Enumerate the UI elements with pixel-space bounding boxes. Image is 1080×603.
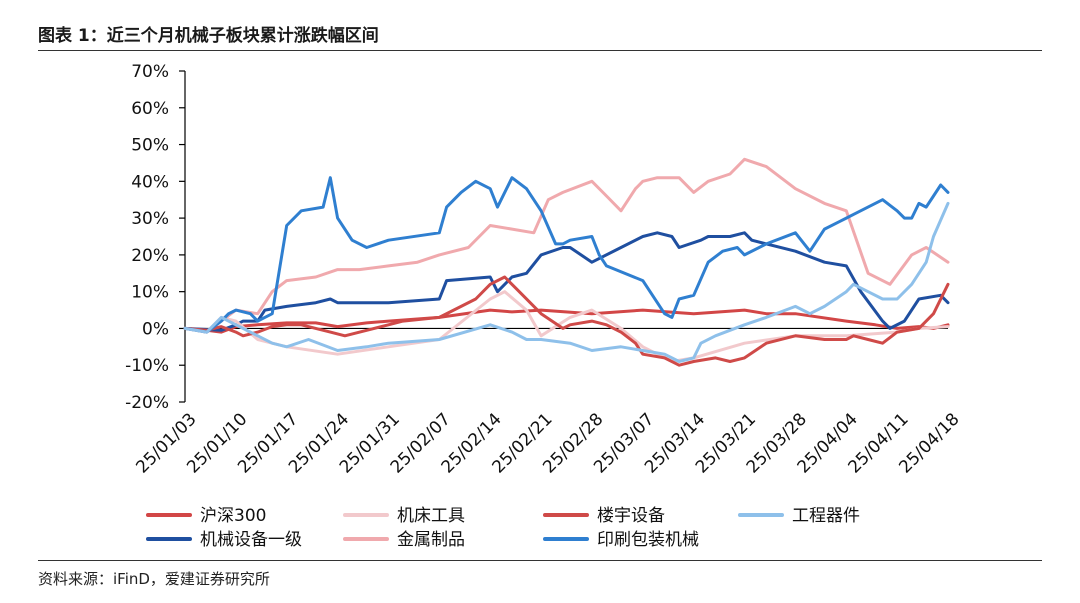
- legend-label-3: 机床工具: [397, 506, 465, 526]
- y-tick-label: 30%: [131, 209, 169, 229]
- chart-axes: -20% -10% 0% 10% 20% 30% 40% 50% 60% 70%: [125, 62, 948, 413]
- legend-label-1: 沪深300: [200, 506, 266, 526]
- y-tick-label: 0%: [142, 319, 169, 339]
- bottom-divider: [38, 560, 1042, 561]
- line-chart: -20% -10% 0% 10% 20% 30% 40% 50% 60% 70% 25/01/03…: [125, 62, 963, 550]
- page-title: 图表 1：近三个月机械子板块累计涨跌幅区间: [38, 26, 379, 46]
- legend-label-2: 机械设备一级: [200, 530, 302, 550]
- series-line-7: [183, 201, 950, 363]
- series-line-5: [183, 275, 950, 367]
- y-tick-label: 20%: [131, 246, 169, 266]
- series-line-2: [183, 231, 950, 332]
- legend-label-7: 工程器件: [792, 506, 860, 526]
- y-tick-label: 70%: [131, 62, 169, 82]
- top-divider: [38, 50, 1042, 51]
- chart-series: [183, 157, 950, 367]
- y-tick-label: 50%: [131, 136, 169, 156]
- series-line-6: [183, 176, 950, 334]
- y-tick-label: 40%: [131, 172, 169, 192]
- legend-label-5: 楼宇设备: [597, 506, 665, 526]
- y-tick-label: 60%: [131, 99, 169, 119]
- source-note: 资料来源：iFinD，爱建证券研究所: [38, 570, 270, 588]
- legend-label-4: 金属制品: [397, 530, 465, 550]
- y-tick-label: -10%: [125, 356, 169, 376]
- series-line-4: [183, 157, 950, 334]
- y-tick-label: 10%: [131, 283, 169, 303]
- x-tick-labels: 25/01/0325/01/1025/01/1725/01/2425/01/31…: [132, 409, 963, 477]
- y-tick-label: -20%: [125, 393, 169, 413]
- legend-label-6: 印刷包装机械: [597, 530, 699, 550]
